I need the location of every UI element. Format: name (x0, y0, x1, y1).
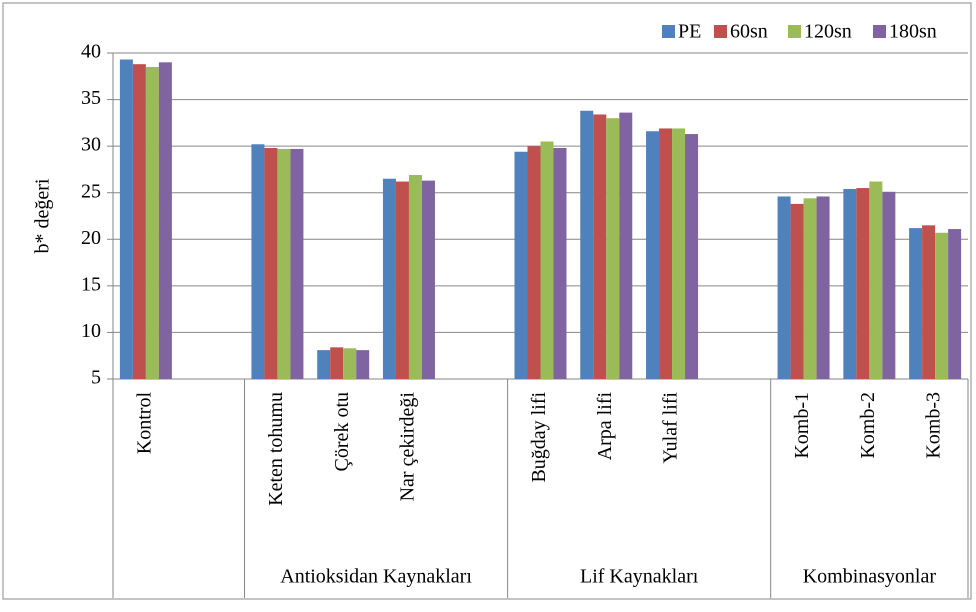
bar (856, 188, 870, 379)
legend-swatch (662, 25, 675, 38)
bar (119, 59, 133, 380)
bar (909, 228, 923, 379)
bar (382, 178, 396, 379)
bar (540, 141, 554, 379)
bar (803, 198, 817, 379)
bar (580, 110, 594, 380)
bar (527, 146, 541, 379)
bar (421, 180, 435, 379)
bar (882, 191, 896, 379)
legend-label: 180sn (889, 21, 937, 43)
x-tick-label: Çörek otu (331, 392, 353, 471)
legend-swatch (714, 25, 727, 38)
x-tick-label: Yulaf lifi (660, 392, 682, 464)
bar (619, 112, 633, 380)
legend-swatch (873, 25, 886, 38)
x-tick-label: Kontrol (133, 392, 155, 455)
bar (132, 64, 146, 380)
bar (777, 196, 791, 379)
bar (790, 203, 804, 379)
x-tick-label: Komb-2 (857, 392, 879, 459)
y-tick-label: 10 (81, 320, 101, 342)
group-label: Antioksidan Kaynakları (280, 566, 472, 588)
legend-swatch (788, 25, 801, 38)
x-tick-label: Keten tohumu (265, 392, 287, 506)
bar (685, 134, 699, 379)
bar (356, 350, 370, 379)
legend-label: 60sn (730, 21, 768, 43)
bar (672, 128, 686, 379)
x-tick-label: Komb-3 (923, 392, 945, 459)
bar (290, 148, 304, 379)
legend-label: PE (678, 21, 701, 43)
bar (948, 229, 962, 379)
y-axis-label: b* değeri (32, 178, 54, 253)
bar (251, 144, 265, 379)
bar (343, 348, 357, 379)
y-tick-label: 25 (81, 180, 101, 202)
legend-label: 120sn (804, 21, 852, 43)
bar (145, 66, 159, 379)
bar (606, 118, 620, 379)
x-tick-label: Komb-1 (791, 392, 813, 459)
bar (593, 114, 607, 379)
bar (816, 196, 830, 379)
y-tick-label: 5 (91, 367, 101, 389)
bar (264, 148, 278, 379)
x-tick-label: Nar çekirdeği (397, 392, 419, 502)
bar (408, 175, 422, 379)
bar (843, 188, 857, 379)
y-tick-label: 15 (81, 273, 101, 295)
y-tick-label: 35 (81, 87, 101, 109)
bar (869, 181, 883, 379)
bar (922, 225, 936, 379)
y-tick-label: 30 (81, 134, 101, 156)
y-tick-label: 40 (81, 41, 101, 63)
y-tick-label: 20 (81, 227, 101, 249)
bar (659, 128, 673, 379)
bar (317, 350, 331, 379)
bar (553, 148, 567, 379)
bar (514, 151, 528, 379)
bar (330, 347, 344, 379)
bar (158, 62, 172, 380)
bar (277, 148, 291, 379)
bar (395, 181, 409, 379)
x-tick-label: Buğday lifi (528, 392, 550, 483)
group-label: Kombinasyonlar (803, 566, 937, 588)
bar (935, 232, 949, 379)
x-tick-label: Arpa lifi (594, 392, 616, 461)
group-label: Lif Kaynakları (580, 566, 699, 588)
bar (646, 131, 660, 379)
